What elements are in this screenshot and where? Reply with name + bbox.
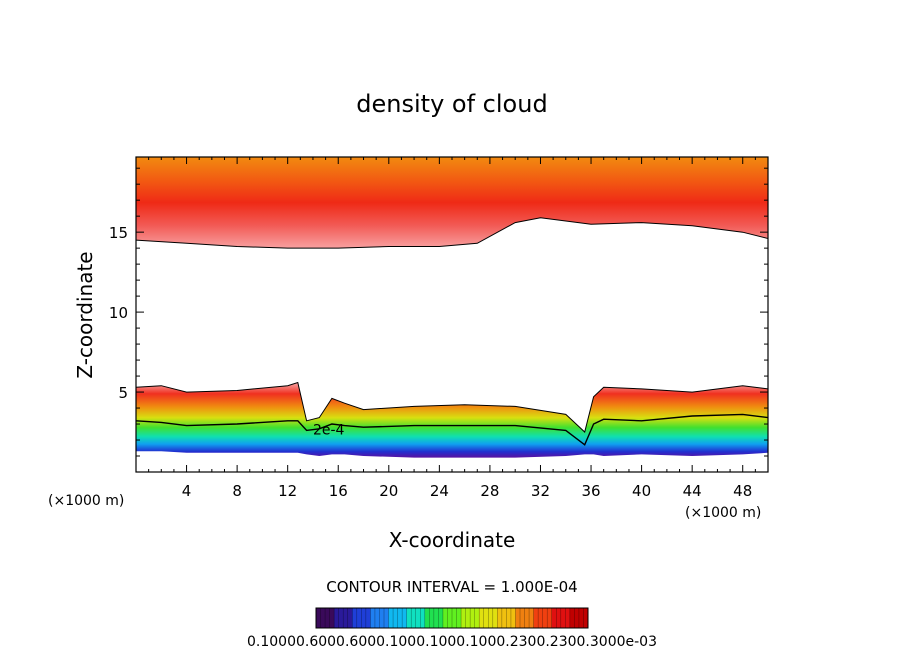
y-tick-label: 15 xyxy=(109,224,128,242)
x-axis-label: X-coordinate xyxy=(389,528,516,552)
colorbar-frame xyxy=(315,607,589,629)
lower-layer-top-contour-line xyxy=(136,381,768,433)
y-tick-label: 5 xyxy=(118,384,128,402)
x-tick-label: 4 xyxy=(182,482,192,500)
upper-layer-contour-line xyxy=(136,217,768,249)
y-axis-label: Z-coordinate xyxy=(73,251,97,378)
x-tick-label: 32 xyxy=(531,482,550,500)
x-tick-label: 44 xyxy=(683,482,702,500)
x-tick-label: 12 xyxy=(278,482,297,500)
x-tick-label: 28 xyxy=(480,482,499,500)
contour-interval-text: CONTOUR INTERVAL = 1.000E-04 xyxy=(326,578,577,596)
colorbar-labels: 0.10000.6000.6000.1000.1000.1000.2300.23… xyxy=(247,634,657,650)
y-tick-label: 10 xyxy=(109,304,128,322)
x-tick-label: 40 xyxy=(632,482,651,500)
x-tick-label: 16 xyxy=(329,482,348,500)
x-tick-label: 20 xyxy=(379,482,398,500)
plot-area: 2e-4 xyxy=(136,157,768,458)
colorbar-swatch xyxy=(497,608,516,628)
x-axis-ticks: 4 8 12 16 20 24 28 32 36 40 44 48 xyxy=(148,157,756,500)
x-axis-unit-left: (×1000 m) xyxy=(48,493,124,509)
chart-title: density of cloud xyxy=(356,90,547,118)
contour-line-2e-4 xyxy=(136,413,768,446)
lower-cloud-layer xyxy=(136,382,768,458)
x-tick-label: 36 xyxy=(581,482,600,500)
colorbar xyxy=(316,608,589,628)
x-tick-label: 24 xyxy=(430,482,449,500)
colorbar-swatch xyxy=(461,608,480,628)
y-axis-ticks: 5 10 15 xyxy=(109,167,768,457)
x-axis-unit-right: (×1000 m) xyxy=(685,505,761,521)
colorbar-swatch xyxy=(551,608,571,628)
upper-cloud-layer xyxy=(136,157,768,249)
x-tick-label: 8 xyxy=(232,482,242,500)
x-tick-label: 48 xyxy=(733,482,752,500)
contour-label: 2e-4 xyxy=(313,422,345,438)
